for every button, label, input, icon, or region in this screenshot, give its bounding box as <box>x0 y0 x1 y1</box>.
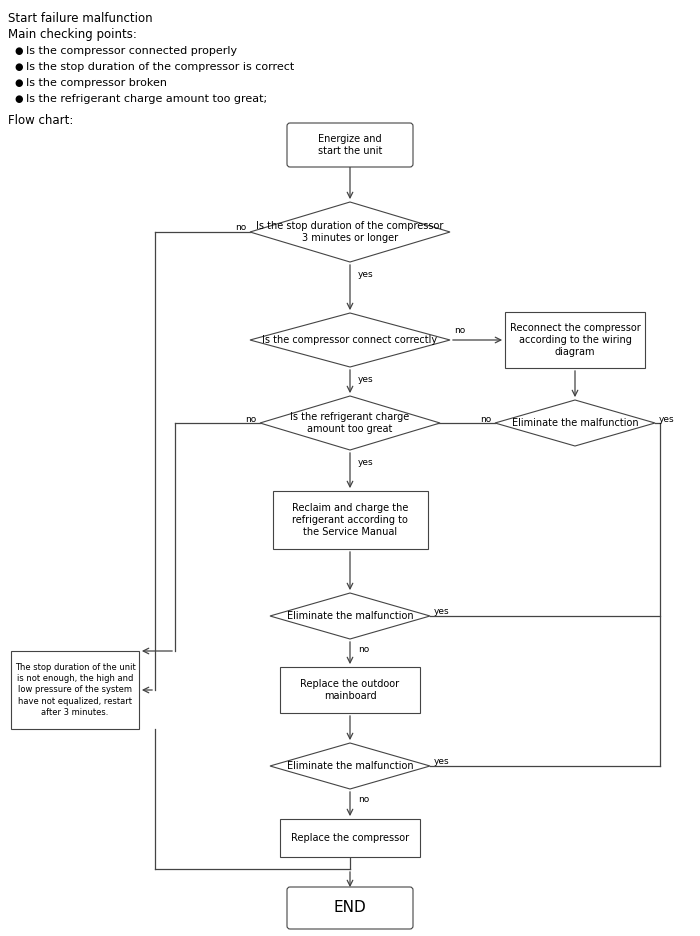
Text: yes: yes <box>659 415 675 423</box>
Text: no: no <box>454 326 466 335</box>
Polygon shape <box>250 313 450 367</box>
Text: ●: ● <box>14 46 22 56</box>
Text: Eliminate the malfunction: Eliminate the malfunction <box>287 611 413 621</box>
Text: no: no <box>245 415 256 423</box>
Text: Eliminate the malfunction: Eliminate the malfunction <box>512 418 638 428</box>
Polygon shape <box>270 743 430 789</box>
Bar <box>280 819 420 857</box>
Text: no: no <box>480 415 491 423</box>
Text: Main checking points:: Main checking points: <box>8 28 137 41</box>
Text: Replace the outdoor
mainboard: Replace the outdoor mainboard <box>300 679 400 701</box>
Text: END: END <box>334 900 366 915</box>
Text: no: no <box>358 795 370 804</box>
Text: Is the stop duration of the compressor
3 minutes or longer: Is the stop duration of the compressor 3… <box>256 221 444 243</box>
Polygon shape <box>260 396 440 450</box>
Text: yes: yes <box>434 757 449 767</box>
FancyBboxPatch shape <box>287 123 413 167</box>
Polygon shape <box>270 593 430 639</box>
Text: Reconnect the compressor
according to the wiring
diagram: Reconnect the compressor according to th… <box>510 323 640 358</box>
Text: no: no <box>358 645 370 654</box>
Text: Is the stop duration of the compressor is correct: Is the stop duration of the compressor i… <box>26 62 294 72</box>
Bar <box>11 651 139 729</box>
Text: Flow chart:: Flow chart: <box>8 114 74 127</box>
Text: Start failure malfunction: Start failure malfunction <box>8 12 153 25</box>
Text: yes: yes <box>358 375 374 384</box>
Bar <box>280 667 420 713</box>
Text: Eliminate the malfunction: Eliminate the malfunction <box>287 761 413 771</box>
Text: Is the compressor broken: Is the compressor broken <box>26 78 167 88</box>
Text: The stop duration of the unit
is not enough, the high and
low pressure of the sy: The stop duration of the unit is not eno… <box>15 664 135 717</box>
Text: yes: yes <box>358 458 374 467</box>
Text: Is the compressor connected properly: Is the compressor connected properly <box>26 46 237 56</box>
Text: no: no <box>234 223 246 231</box>
Bar <box>272 491 428 549</box>
Text: Is the refrigerant charge
amount too great: Is the refrigerant charge amount too gre… <box>290 412 410 434</box>
Text: Is the refrigerant charge amount too great;: Is the refrigerant charge amount too gre… <box>26 94 267 104</box>
Text: ●: ● <box>14 94 22 104</box>
FancyBboxPatch shape <box>287 887 413 929</box>
Polygon shape <box>495 400 655 446</box>
Text: yes: yes <box>434 607 449 617</box>
Bar <box>505 312 645 368</box>
Text: Energize and
start the unit: Energize and start the unit <box>318 134 382 156</box>
Text: ●: ● <box>14 78 22 88</box>
Text: yes: yes <box>358 270 374 279</box>
Text: Replace the compressor: Replace the compressor <box>291 833 409 843</box>
Polygon shape <box>250 202 450 262</box>
Text: Is the compressor connect correctly: Is the compressor connect correctly <box>262 335 438 345</box>
Text: ●: ● <box>14 62 22 72</box>
Text: Reclaim and charge the
refrigerant according to
the Service Manual: Reclaim and charge the refrigerant accor… <box>292 503 408 537</box>
